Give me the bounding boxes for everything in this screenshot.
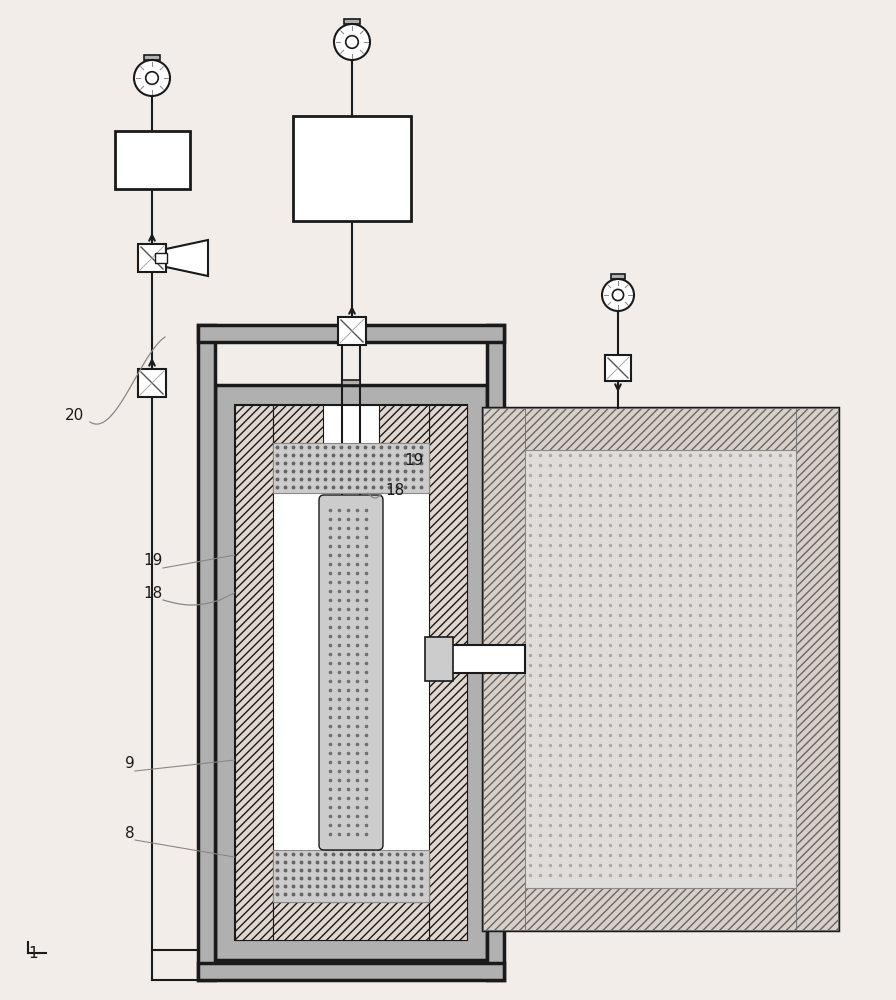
- Bar: [144, 55, 160, 60]
- Bar: [344, 19, 360, 24]
- Bar: [429, 405, 467, 940]
- Bar: [138, 369, 166, 397]
- Circle shape: [146, 72, 159, 84]
- Text: 19: 19: [404, 453, 424, 468]
- Bar: [115, 131, 190, 189]
- Bar: [525, 408, 796, 450]
- Text: 18: 18: [385, 483, 404, 498]
- Bar: [525, 888, 796, 930]
- Text: 18: 18: [143, 586, 162, 601]
- Bar: [273, 850, 429, 902]
- Bar: [273, 405, 323, 443]
- Text: 19: 19: [143, 553, 162, 568]
- Bar: [235, 405, 467, 940]
- Text: 9: 9: [125, 756, 134, 771]
- Bar: [198, 325, 504, 342]
- Bar: [293, 116, 411, 221]
- Circle shape: [334, 24, 370, 60]
- Bar: [273, 443, 429, 493]
- Text: 20: 20: [65, 408, 84, 423]
- Bar: [796, 408, 838, 930]
- Bar: [425, 637, 453, 681]
- Circle shape: [346, 36, 358, 48]
- Bar: [235, 405, 273, 940]
- Circle shape: [134, 60, 170, 96]
- Bar: [138, 244, 166, 272]
- Bar: [198, 963, 504, 980]
- Bar: [338, 317, 366, 345]
- Polygon shape: [166, 240, 208, 276]
- Bar: [198, 325, 215, 980]
- Text: 8: 8: [125, 826, 134, 841]
- Bar: [342, 380, 360, 385]
- Circle shape: [602, 279, 634, 311]
- Bar: [273, 902, 429, 940]
- Bar: [483, 408, 838, 930]
- Bar: [215, 385, 487, 960]
- Bar: [487, 325, 504, 980]
- Bar: [155, 253, 167, 263]
- Bar: [483, 408, 525, 930]
- Text: 1: 1: [28, 946, 38, 961]
- FancyBboxPatch shape: [319, 495, 383, 850]
- Circle shape: [612, 289, 624, 301]
- Bar: [525, 450, 796, 888]
- Bar: [429, 645, 525, 673]
- Bar: [611, 274, 625, 279]
- Bar: [605, 355, 631, 381]
- Bar: [379, 405, 429, 443]
